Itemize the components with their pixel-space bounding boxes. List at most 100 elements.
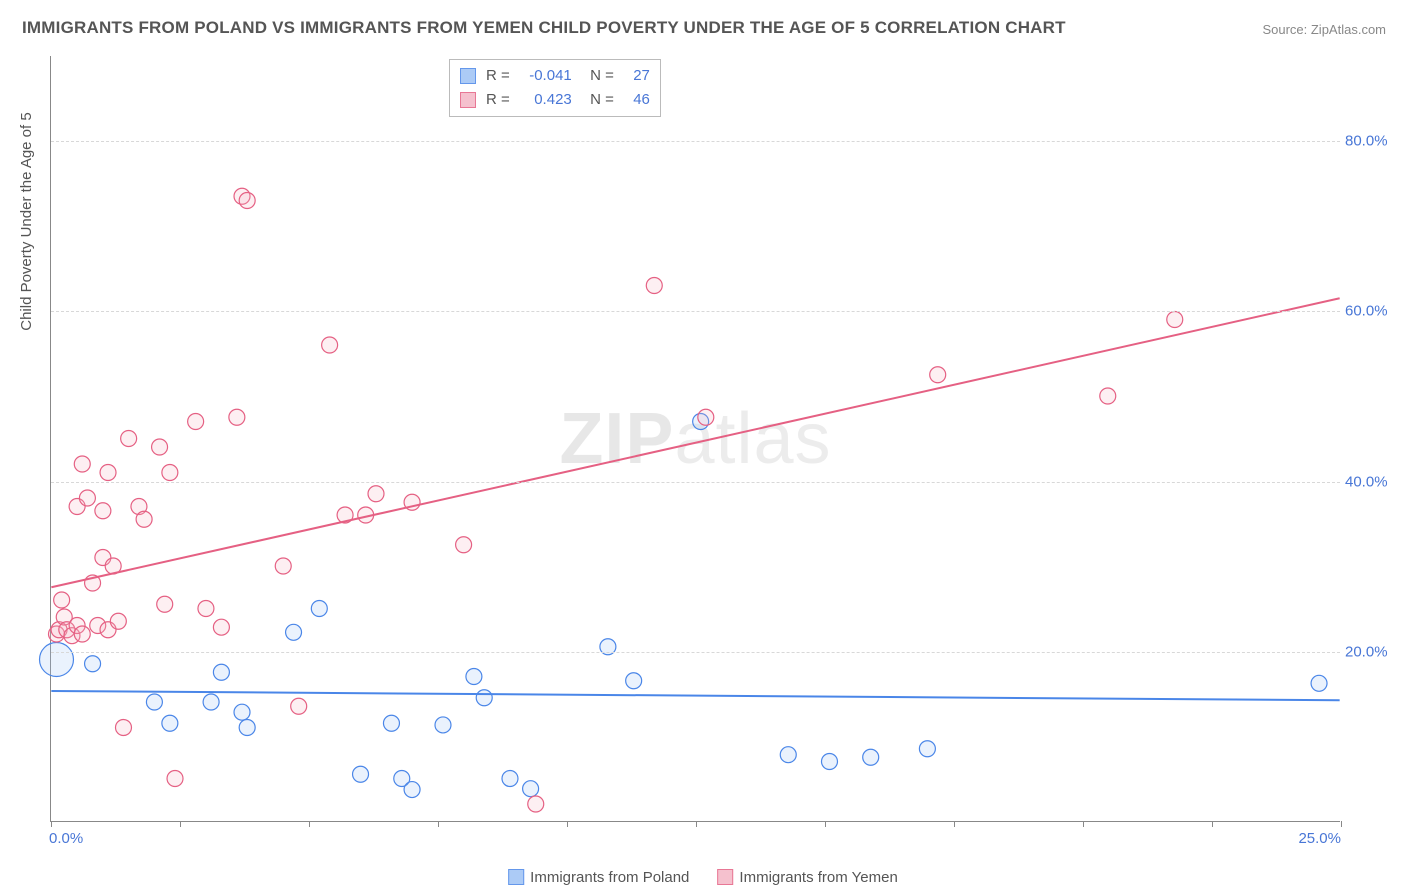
scatter-point-yemen — [213, 619, 229, 635]
x-tick — [180, 821, 181, 827]
scatter-point-yemen — [100, 465, 116, 481]
scatter-point-yemen — [74, 626, 90, 642]
scatter-point-poland — [85, 656, 101, 672]
scatter-point-yemen — [162, 465, 178, 481]
x-tick — [696, 821, 697, 827]
x-tick — [954, 821, 955, 827]
y-axis-title: Child Poverty Under the Age of 5 — [18, 112, 35, 330]
stats-r-value-poland: -0.041 — [520, 64, 572, 88]
scatter-point-poland — [863, 749, 879, 765]
scatter-point-poland — [626, 673, 642, 689]
scatter-point-yemen — [136, 511, 152, 527]
scatter-point-yemen — [456, 537, 472, 553]
stats-n-label: N = — [582, 64, 614, 88]
scatter-point-poland — [234, 704, 250, 720]
legend-swatch-poland — [508, 869, 524, 885]
y-tick-label: 60.0% — [1345, 303, 1400, 320]
scatter-point-yemen — [239, 193, 255, 209]
stats-r-value-yemen: 0.423 — [520, 88, 572, 112]
scatter-point-yemen — [121, 431, 137, 447]
scatter-point-yemen — [528, 796, 544, 812]
x-tick-label: 25.0% — [1298, 830, 1341, 847]
legend-label-yemen: Immigrants from Yemen — [739, 869, 897, 886]
scatter-point-poland — [466, 669, 482, 685]
x-tick — [51, 821, 52, 827]
gridline-horizontal — [51, 311, 1340, 312]
scatter-point-yemen — [930, 367, 946, 383]
stats-r-label: R = — [486, 88, 510, 112]
scatter-point-poland — [213, 664, 229, 680]
scatter-point-yemen — [229, 409, 245, 425]
scatter-point-poland — [821, 754, 837, 770]
scatter-point-poland — [353, 766, 369, 782]
scatter-point-poland — [404, 782, 420, 798]
x-tick — [309, 821, 310, 827]
y-tick-label: 80.0% — [1345, 133, 1400, 150]
scatter-point-yemen — [110, 613, 126, 629]
y-tick-label: 40.0% — [1345, 473, 1400, 490]
stats-swatch-poland — [460, 68, 476, 84]
stats-legend-box: R = -0.041 N = 27R = 0.423 N = 46 — [449, 59, 661, 117]
x-tick — [438, 821, 439, 827]
scatter-point-poland — [383, 715, 399, 731]
scatter-point-yemen — [79, 490, 95, 506]
scatter-point-yemen — [198, 601, 214, 617]
trend-line-poland — [51, 691, 1339, 700]
stats-swatch-yemen — [460, 92, 476, 108]
stats-row-poland: R = -0.041 N = 27 — [460, 64, 650, 88]
scatter-point-poland — [311, 601, 327, 617]
scatter-svg — [51, 56, 1340, 821]
scatter-point-yemen — [54, 592, 70, 608]
scatter-point-yemen — [322, 337, 338, 353]
gridline-horizontal — [51, 482, 1340, 483]
scatter-point-poland — [435, 717, 451, 733]
scatter-point-poland — [523, 781, 539, 797]
scatter-point-poland — [203, 694, 219, 710]
legend-swatch-yemen — [717, 869, 733, 885]
scatter-point-yemen — [275, 558, 291, 574]
stats-n-value-yemen: 46 — [624, 88, 650, 112]
scatter-point-yemen — [95, 503, 111, 519]
scatter-point-poland — [919, 741, 935, 757]
scatter-point-yemen — [74, 456, 90, 472]
x-tick-label: 0.0% — [49, 830, 83, 847]
stats-n-value-poland: 27 — [624, 64, 650, 88]
y-tick-label: 20.0% — [1345, 643, 1400, 660]
x-tick — [825, 821, 826, 827]
scatter-point-yemen — [646, 278, 662, 294]
scatter-point-yemen — [115, 720, 131, 736]
scatter-point-yemen — [1167, 312, 1183, 328]
chart-plot-area: ZIPatlas R = -0.041 N = 27R = 0.423 N = … — [50, 56, 1340, 822]
x-tick — [567, 821, 568, 827]
scatter-point-yemen — [157, 596, 173, 612]
gridline-horizontal — [51, 652, 1340, 653]
scatter-point-yemen — [291, 698, 307, 714]
scatter-point-poland — [476, 690, 492, 706]
scatter-point-yemen — [167, 771, 183, 787]
scatter-point-yemen — [1100, 388, 1116, 404]
x-tick — [1341, 821, 1342, 827]
trend-line-yemen — [51, 298, 1339, 587]
legend-item-poland: Immigrants from Poland — [508, 869, 689, 886]
x-tick — [1212, 821, 1213, 827]
chart-title: IMMIGRANTS FROM POLAND VS IMMIGRANTS FRO… — [22, 18, 1066, 38]
scatter-point-yemen — [698, 409, 714, 425]
legend-item-yemen: Immigrants from Yemen — [717, 869, 897, 886]
scatter-point-yemen — [152, 439, 168, 455]
gridline-horizontal — [51, 141, 1340, 142]
scatter-point-yemen — [188, 414, 204, 430]
stats-n-label: N = — [582, 88, 614, 112]
scatter-point-yemen — [368, 486, 384, 502]
legend-label-poland: Immigrants from Poland — [530, 869, 689, 886]
scatter-point-poland — [286, 624, 302, 640]
scatter-point-poland — [780, 747, 796, 763]
x-tick — [1083, 821, 1084, 827]
stats-row-yemen: R = 0.423 N = 46 — [460, 88, 650, 112]
stats-r-label: R = — [486, 64, 510, 88]
scatter-point-poland — [502, 771, 518, 787]
scatter-point-poland — [1311, 675, 1327, 691]
source-attribution: Source: ZipAtlas.com — [1262, 22, 1386, 37]
scatter-point-poland — [239, 720, 255, 736]
scatter-point-poland — [162, 715, 178, 731]
legend-bottom: Immigrants from Poland Immigrants from Ye… — [508, 869, 898, 886]
